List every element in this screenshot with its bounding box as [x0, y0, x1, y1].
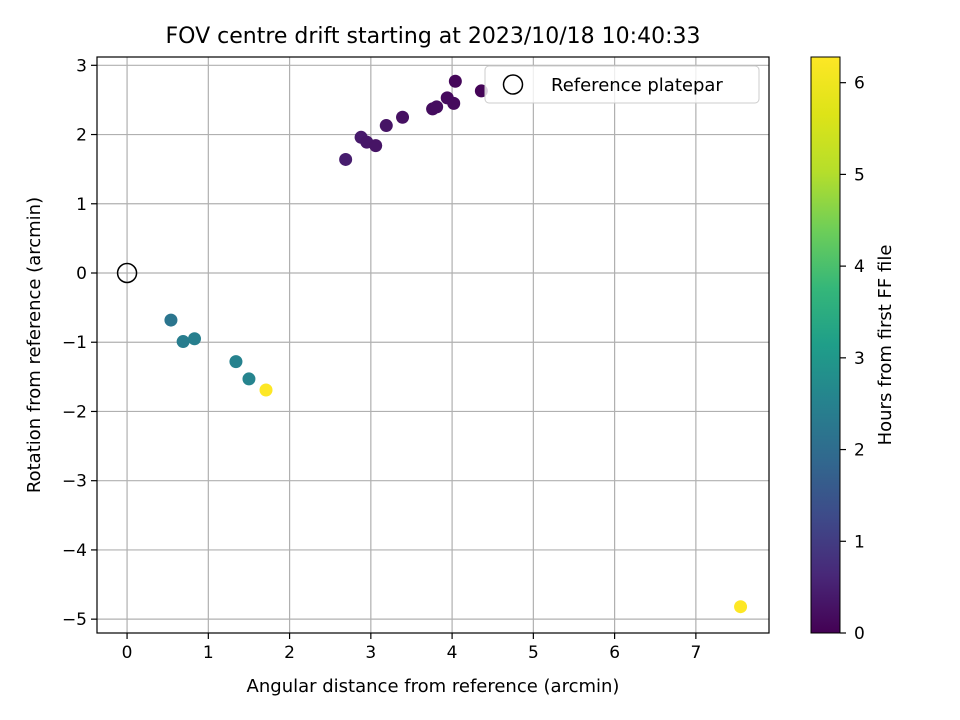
data-point	[448, 74, 462, 88]
data-point	[188, 332, 202, 346]
x-tick-label: 1	[203, 643, 214, 663]
data-point	[447, 96, 461, 110]
y-tick-label: −1	[62, 333, 87, 353]
x-tick-label: 4	[447, 643, 458, 663]
y-tick-label: −4	[62, 541, 87, 561]
y-tick-label: 1	[76, 195, 87, 215]
colorbar-tick-label: 5	[854, 165, 865, 185]
data-point	[259, 383, 273, 397]
legend-marker	[502, 74, 524, 95]
data-point	[734, 600, 748, 614]
data-point	[396, 110, 410, 124]
colorbar-tick-label: 0	[854, 624, 865, 644]
legend: Reference platepar	[484, 65, 760, 104]
colorbar-tick-label: 6	[854, 74, 865, 94]
colorbar-tick-label: 1	[854, 532, 865, 552]
data-point	[229, 355, 243, 369]
data-point	[430, 100, 444, 114]
x-tick-label: 7	[690, 643, 701, 663]
data-point	[176, 335, 190, 349]
data-point	[164, 313, 178, 327]
x-tick-label: 5	[528, 643, 539, 663]
y-tick-label: −2	[62, 402, 87, 422]
grid	[97, 57, 769, 633]
legend-label: Reference platepar	[551, 75, 723, 96]
x-tick-label: 2	[284, 643, 295, 663]
data-point	[242, 372, 256, 386]
y-tick-label: 2	[76, 126, 87, 146]
plot-frame	[96, 56, 770, 634]
y-axis-label: Rotation from reference (arcmin)	[24, 197, 45, 493]
data-point	[369, 139, 383, 153]
colorbar-tick-label: 2	[854, 441, 865, 461]
x-tick-label: 6	[609, 643, 620, 663]
x-axis-label: Angular distance from reference (arcmin)	[247, 676, 620, 697]
data-points	[164, 74, 748, 614]
data-point	[379, 119, 393, 133]
x-tick-label: 3	[365, 643, 376, 663]
y-axis-ticks: 3 2 1 0 −1 −2 −3 −4 −5	[62, 56, 97, 630]
colorbar-gradient	[810, 56, 841, 634]
colorbar-label: Hours from first FF file	[875, 245, 896, 446]
colorbar-tick-label: 4	[854, 257, 865, 277]
legend-box	[484, 65, 760, 104]
colorbar-tick-label: 3	[854, 349, 865, 369]
y-tick-label: 3	[76, 56, 87, 76]
y-tick-label: −3	[62, 472, 87, 492]
colorbar: 0 1 2 3 4 5 6 Hours from first FF file	[810, 56, 896, 644]
reference-marker	[116, 262, 138, 284]
y-tick-label: −5	[62, 610, 87, 630]
x-tick-label: 0	[122, 643, 133, 663]
x-axis-ticks: 0 1 2 3 4 5 6 7	[122, 633, 701, 663]
y-tick-label: 0	[76, 264, 87, 284]
colorbar-ticks: 0 1 2 3 4 5 6	[840, 74, 865, 644]
data-point	[339, 152, 353, 166]
chart-title: FOV centre drift starting at 2023/10/18 …	[166, 24, 701, 49]
